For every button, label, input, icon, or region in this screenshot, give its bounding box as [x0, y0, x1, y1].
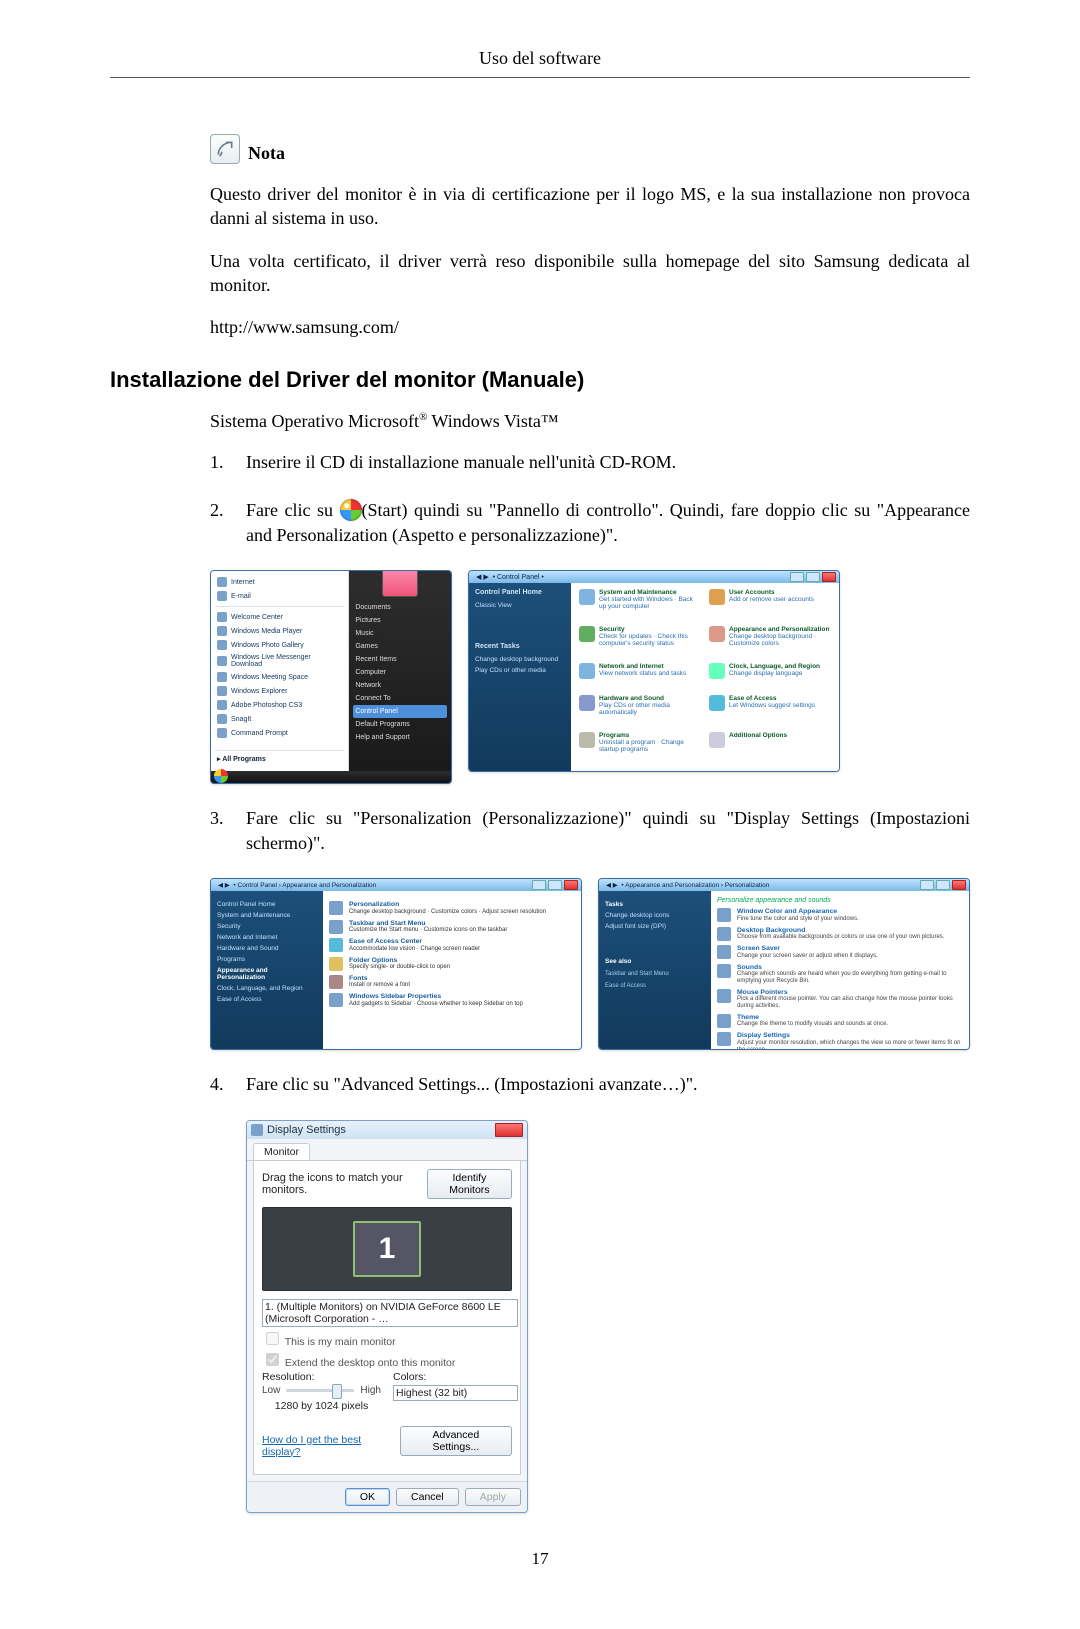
cancel-button[interactable]: Cancel — [396, 1488, 459, 1506]
screenshot-display-settings: Display Settings Monitor Drag the icons … — [246, 1120, 528, 1513]
note-paragraph-2: Una volta certificato, il driver verrà r… — [210, 249, 970, 298]
close-icon[interactable] — [495, 1123, 523, 1137]
step-1: Inserire il CD di installazione manuale … — [210, 450, 970, 475]
page-number: 17 — [110, 1549, 970, 1569]
advanced-settings-button[interactable]: Advanced Settings... — [400, 1426, 512, 1456]
step-3: Fare clic su "Personalization (Personali… — [210, 806, 970, 856]
note-icon — [210, 134, 240, 164]
monitor-preview[interactable]: 1 — [262, 1207, 512, 1291]
help-link[interactable]: How do I get the best display? — [262, 1434, 400, 1458]
identify-monitors-button[interactable]: Identify Monitors — [427, 1169, 512, 1199]
display-settings-icon — [251, 1124, 263, 1136]
note-paragraph-1: Questo driver del monitor è in via di ce… — [210, 182, 970, 231]
note-url: http://www.samsung.com/ — [210, 315, 970, 339]
extend-desktop-checkbox — [266, 1353, 279, 1366]
running-head: Uso del software — [110, 48, 970, 69]
monitor-1[interactable]: 1 — [353, 1221, 421, 1277]
section-title: Installazione del Driver del monitor (Ma… — [110, 367, 970, 393]
step-2: Fare clic su (Start) quindi su "Pannello… — [210, 498, 970, 548]
resolution-label: Resolution: — [262, 1371, 381, 1383]
colors-select[interactable]: Highest (32 bit) — [393, 1385, 518, 1401]
start-orb-icon — [340, 499, 362, 521]
step-4: Fare clic su "Advanced Settings... (Impo… — [210, 1072, 970, 1097]
screenshot-appearance: ◀ ▶ • Control Panel › Appearance and Per… — [210, 878, 582, 1050]
main-monitor-checkbox — [266, 1332, 279, 1345]
screenshot-control-panel-home: ◀ ▶ • Control Panel • Control Panel Home… — [468, 570, 840, 772]
screenshot-personalization: ◀ ▶ • Appearance and Personalization › P… — [598, 878, 970, 1050]
os-line: Sistema Operativo Microsoft® Windows Vis… — [210, 411, 970, 432]
header-rule — [110, 77, 970, 78]
resolution-slider[interactable]: Low High — [262, 1385, 381, 1396]
note-label: Nota — [248, 143, 285, 164]
adapter-select[interactable]: 1. (Multiple Monitors) on NVIDIA GeForce… — [262, 1299, 518, 1327]
drag-instruction: Drag the icons to match your monitors. — [262, 1172, 427, 1196]
ok-button[interactable]: OK — [345, 1488, 390, 1506]
tab-monitor[interactable]: Monitor — [253, 1143, 310, 1160]
screenshot-start-menu: Internet E-mail Welcome Center Windows M… — [210, 570, 452, 784]
colors-label: Colors: — [393, 1371, 512, 1383]
resolution-readout: 1280 by 1024 pixels — [262, 1400, 381, 1412]
apply-button[interactable]: Apply — [465, 1488, 521, 1506]
